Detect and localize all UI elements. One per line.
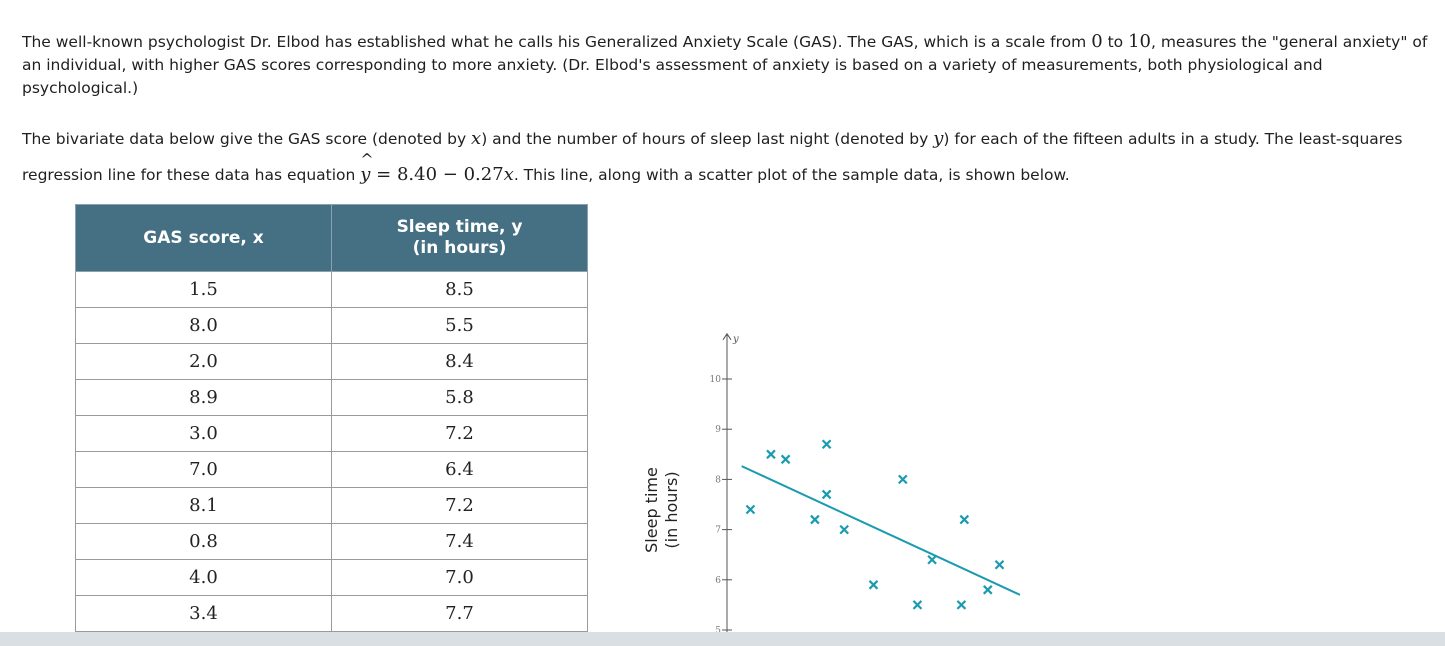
- data-point: [780, 454, 791, 465]
- regression-line: [741, 465, 1021, 596]
- equation-x: x: [503, 164, 514, 185]
- data-point: [839, 524, 849, 535]
- table-row: 3.0 7.2: [75, 415, 588, 452]
- table-row: 2.0 8.4: [75, 343, 588, 380]
- variable-x: x: [471, 128, 482, 149]
- scatter-plot: y 5 6 7 8 9 10 Sleep time(in hours): [642, 332, 1021, 635]
- table-header-row: GAS score, x Sleep time, y (in hours): [75, 204, 588, 272]
- gas-score-cell: 3.0: [75, 415, 332, 452]
- gas-score-cell: 2.0: [75, 343, 332, 380]
- bottom-scrollbar-track[interactable]: [0, 632, 1445, 646]
- table-row: 7.0 6.4: [75, 451, 588, 488]
- gas-score-cell: 3.4: [75, 595, 332, 632]
- data-point: [956, 600, 967, 610]
- intro-text: ) for each of the fifteen adults in a st…: [22, 130, 1403, 184]
- sleep-time-cell: 8.5: [331, 271, 588, 308]
- table-row: 1.5 8.5: [75, 271, 588, 308]
- y-axis-title-line: Sleep time: [642, 467, 661, 553]
- table-row: 0.8 7.4: [75, 523, 588, 560]
- data-point: [821, 489, 832, 500]
- y-tick-label: 5: [715, 626, 721, 635]
- sleep-time-cell: 5.5: [331, 307, 588, 344]
- data-point: [898, 474, 908, 485]
- intro-text: ) and the number of hours of sleep last …: [481, 130, 934, 148]
- sleep-time-cell: 7.2: [331, 487, 588, 524]
- intro-text: The well-known psychologist Dr. Elbod ha…: [22, 33, 1092, 51]
- sleep-time-cell: 8.4: [331, 343, 588, 380]
- y-hat: ^ y: [360, 150, 373, 193]
- data-point: [745, 504, 756, 515]
- intro-text: . This line, along with a scatter plot o…: [513, 166, 1070, 184]
- sleep-time-cell: 7.0: [331, 559, 588, 596]
- header-label: GAS score, x: [143, 227, 264, 248]
- gas-score-cell: 7.0: [75, 451, 332, 488]
- equation-y: y: [360, 164, 371, 185]
- data-point: [959, 514, 970, 525]
- variable-y: y: [933, 128, 944, 149]
- sleep-time-cell: 7.2: [331, 415, 588, 452]
- data-point: [927, 554, 937, 565]
- y-tick-label: 8: [715, 475, 721, 485]
- y-tick-label: 7: [715, 526, 721, 536]
- intro-text: The bivariate data below give the GAS sc…: [22, 130, 472, 148]
- data-point: [994, 559, 1005, 570]
- sleep-time-cell: 6.4: [331, 451, 588, 488]
- data-point: [810, 514, 820, 525]
- gas-score-cell: 8.1: [75, 487, 332, 524]
- gas-score-cell: 8.0: [75, 307, 332, 344]
- gas-score-header: GAS score, x: [75, 204, 332, 272]
- y-axis-title: Sleep time(in hours): [642, 467, 681, 553]
- data-table: GAS score, x Sleep time, y (in hours) 1.…: [75, 204, 588, 632]
- sleep-time-cell: 5.8: [331, 379, 588, 416]
- gas-score-cell: 1.5: [75, 271, 332, 308]
- equation-coefficients: = 8.40 − 0.27: [370, 164, 504, 185]
- y-axis-title-line: (in hours): [662, 471, 681, 548]
- regression-equation: ^ y = 8.40 − 0.27x: [360, 150, 514, 185]
- intro-paragraph-2: The bivariate data below give the GAS sc…: [22, 121, 1440, 193]
- y-axis-variable: y: [732, 334, 739, 345]
- table-row: 8.1 7.2: [75, 487, 588, 524]
- table-row: 3.4 7.7: [75, 595, 588, 632]
- intro-paragraph-1: The well-known psychologist Dr. Elbod ha…: [22, 30, 1440, 100]
- table-row: 8.0 5.5: [75, 307, 588, 344]
- data-point: [766, 449, 776, 460]
- data-point: [982, 585, 993, 595]
- data-point: [821, 439, 832, 450]
- y-axis-arrow: [722, 332, 732, 341]
- sleep-time-cell: 7.4: [331, 523, 588, 560]
- y-tick-label: 6: [715, 576, 721, 586]
- data-point: [868, 580, 879, 590]
- intro-text: , measures the "general anxiety" of an i…: [22, 33, 1428, 97]
- intro-text: to: [1102, 33, 1129, 51]
- table-row: 8.9 5.8: [75, 379, 588, 416]
- header-label: Sleep time, y (in hours): [396, 217, 523, 258]
- sleep-time-header: Sleep time, y (in hours): [331, 204, 588, 272]
- table-row: 4.0 7.0: [75, 559, 588, 596]
- data-point: [912, 600, 923, 610]
- sleep-time-cell: 7.7: [331, 595, 588, 632]
- gas-score-cell: 0.8: [75, 523, 332, 560]
- gas-score-cell: 4.0: [75, 559, 332, 596]
- scale-max-value: 10: [1128, 31, 1151, 52]
- y-tick-label: 10: [710, 375, 722, 385]
- y-tick-label: 9: [715, 425, 721, 435]
- hat-accent: ^: [360, 150, 374, 169]
- gas-score-cell: 8.9: [75, 379, 332, 416]
- scale-min-value: 0: [1091, 31, 1103, 52]
